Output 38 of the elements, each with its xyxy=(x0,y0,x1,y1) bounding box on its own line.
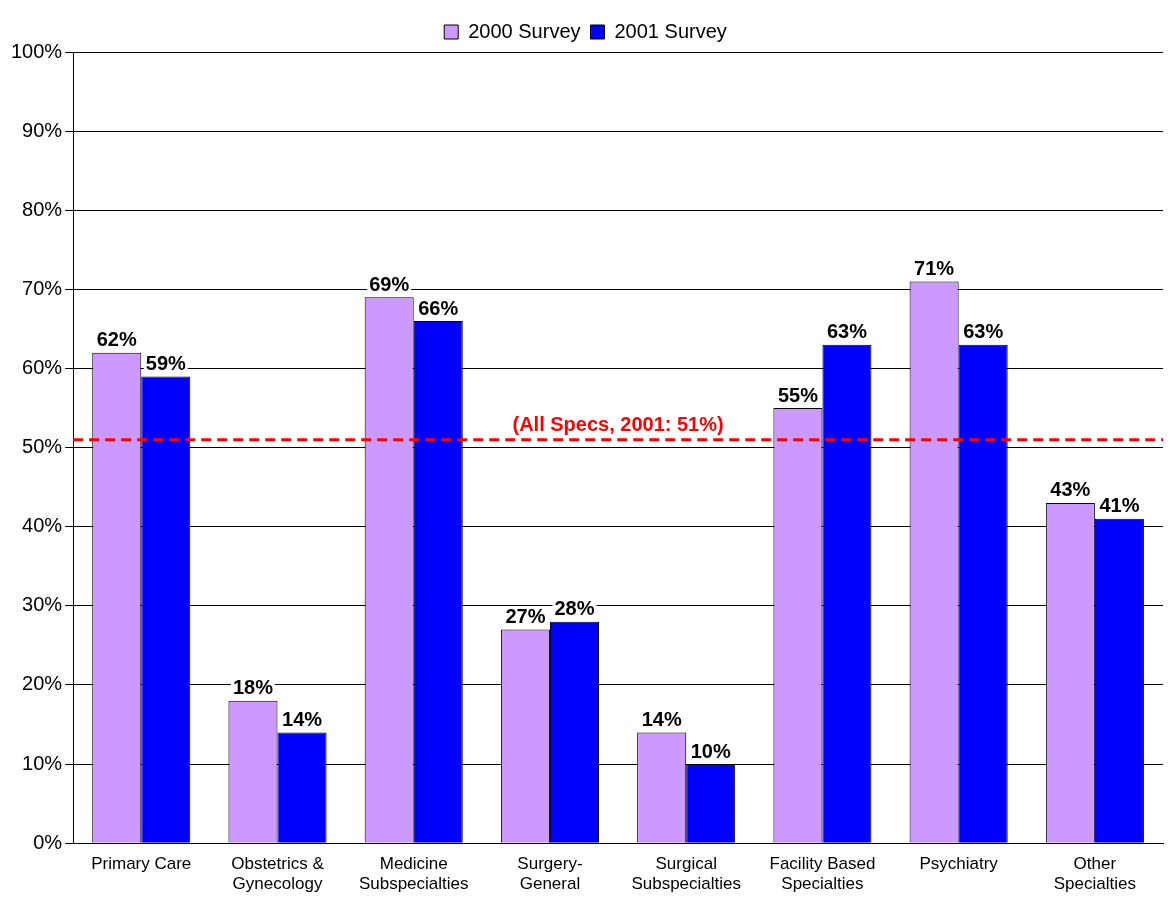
data-label: 59% xyxy=(145,351,187,374)
x-tick-label: Facility Based Specialties xyxy=(769,854,876,894)
y-tick-label: 30% xyxy=(22,593,63,616)
data-label: 14% xyxy=(641,707,682,730)
data-label: 27% xyxy=(505,605,546,628)
y-tick-label: 80% xyxy=(22,197,63,220)
data-label: 62% xyxy=(96,328,137,351)
data-label: 66% xyxy=(418,296,459,319)
y-tick-label: 40% xyxy=(22,514,63,537)
y-tick-label: 10% xyxy=(22,751,63,774)
data-label: 28% xyxy=(554,597,595,620)
y-tick-label: 60% xyxy=(22,356,63,378)
x-tick-label: Other Specialties xyxy=(1053,854,1136,894)
x-tick-label: Surgical Subspecialties xyxy=(631,854,741,894)
ref-line-label: (All Specs, 2001: 51%) xyxy=(512,413,724,436)
data-label: 10% xyxy=(690,739,731,762)
data-label: 71% xyxy=(914,256,955,279)
data-label: 55% xyxy=(777,383,819,406)
data-label: 63% xyxy=(826,320,868,343)
x-tick-label: Obstetrics & Gynecology xyxy=(231,854,325,894)
data-label: 43% xyxy=(1050,478,1091,501)
data-label: 18% xyxy=(232,676,274,699)
y-tick-label: 20% xyxy=(22,672,63,695)
x-tick-label: Medicine Subspecialties xyxy=(358,854,469,894)
data-label: 63% xyxy=(963,320,1004,343)
data-label: 41% xyxy=(1099,494,1140,517)
data-label: 69% xyxy=(369,272,410,295)
data-label: 14% xyxy=(282,707,323,730)
x-tick-label: Psychiatry xyxy=(919,854,999,874)
y-tick-label: 50% xyxy=(22,435,63,458)
x-tick-label: Primary Care xyxy=(91,854,192,874)
y-tick-label: 90% xyxy=(22,118,63,141)
legend-label: 2001 Survey xyxy=(614,19,727,42)
y-tick-label: 100% xyxy=(11,39,63,62)
legend-label: 2000 Survey xyxy=(468,19,581,42)
x-tick-label: Surgery-General xyxy=(517,854,583,894)
y-tick-label: 70% xyxy=(22,276,63,299)
y-tick-label: 0% xyxy=(33,830,63,853)
